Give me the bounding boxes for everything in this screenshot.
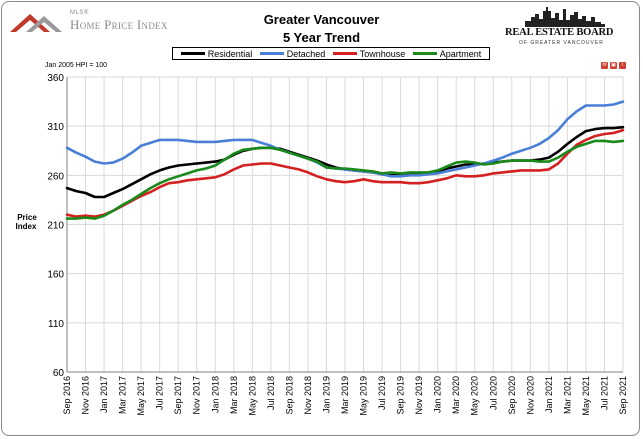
x-tick-label: Sep 2020 (507, 376, 517, 415)
x-tick-label: Nov 2017 (192, 376, 202, 415)
legend-item-apartment: Apartment (412, 48, 482, 59)
x-tick-label: May 2019 (359, 376, 369, 416)
city-skyline-icon (525, 7, 605, 27)
x-tick-label: Jan 2021 (544, 376, 554, 413)
mls-hpi-logo: MLS® Home Price Index (8, 8, 180, 36)
y-tick-label: 360 (47, 73, 64, 84)
print-icon[interactable]: ▣ (610, 62, 617, 69)
chart-legend: Residential Detached Townhouse Apartment (172, 47, 490, 60)
y-tick-label: 160 (47, 270, 64, 281)
x-tick-label: Mar 2017 (118, 376, 128, 414)
legend-label-residential: Residential (207, 48, 253, 59)
x-tick-label: Jan 2020 (433, 376, 443, 413)
x-tick-label: Nov 2016 (81, 376, 91, 415)
share-icons: ✉ ▣ i (601, 62, 626, 69)
x-tick-label: May 2021 (581, 376, 591, 416)
x-tick-label: Sep 2017 (173, 376, 183, 415)
mls-small-label: MLS® (70, 10, 89, 16)
y-axis-label: Price Index (16, 213, 38, 231)
x-tick-label: May 2017 (136, 376, 146, 416)
x-tick-label: Sep 2021 (618, 376, 628, 415)
house-roof-icon (10, 14, 62, 32)
legend-label-apartment: Apartment (439, 48, 482, 59)
x-tick-label: Jul 2018 (266, 376, 276, 410)
legend-item-townhouse: Townhouse (332, 48, 406, 59)
info-icon[interactable]: i (619, 62, 626, 69)
x-tick-label: Jan 2018 (210, 376, 220, 413)
y-tick-label: 210 (47, 221, 64, 232)
x-tick-label: Jul 2020 (488, 376, 498, 410)
hpi-base-note: Jan 2005 HPI = 100 (45, 62, 108, 69)
x-tick-label: May 2018 (247, 376, 257, 416)
x-tick-label: Mar 2021 (562, 376, 572, 414)
legend-swatch-townhouse (332, 52, 357, 55)
x-tick-label: Jul 2017 (155, 376, 165, 410)
chart-title-line1: Greater Vancouver (263, 12, 380, 27)
x-tick-label: Jul 2019 (377, 376, 387, 410)
x-tick-label: May 2020 (470, 376, 480, 416)
y-tick-label: 110 (48, 319, 64, 330)
x-tick-label: Jan 2019 (321, 376, 331, 413)
legend-swatch-detached (259, 52, 284, 55)
reb-logo: REAL ESTATE BOARD OF GREATER VANCOUVER (505, 5, 623, 47)
legend-label-detached: Detached (286, 48, 326, 59)
x-tick-label: Sep 2016 (62, 376, 72, 415)
x-tick-label: Nov 2019 (414, 376, 424, 415)
series-line-townhouse (65, 128, 625, 218)
x-tick-label: Sep 2018 (284, 376, 294, 415)
x-tick-label: Sep 2019 (396, 376, 406, 415)
board-subtitle: OF GREATER VANCOUVER (519, 40, 604, 46)
legend-item-residential: Residential (180, 48, 253, 59)
x-tick-label: Nov 2020 (525, 376, 535, 415)
y-tick-label: 310 (47, 122, 64, 133)
legend-item-detached: Detached (259, 48, 326, 59)
x-tick-label: Nov 2018 (303, 376, 313, 415)
x-tick-label: Mar 2019 (340, 376, 350, 414)
legend-label-townhouse: Townhouse (359, 48, 406, 59)
x-tick-label: Jan 2017 (99, 376, 109, 413)
x-tick-label: Mar 2020 (451, 376, 461, 414)
mls-logo-text: Home Price Index (70, 17, 168, 32)
x-tick-label: Jul 2021 (599, 376, 609, 410)
y-tick-label: 60 (53, 368, 65, 379)
x-tick-label: Mar 2018 (229, 376, 239, 414)
y-tick-label: 260 (47, 171, 64, 182)
board-name: REAL ESTATE BOARD (505, 27, 614, 38)
legend-swatch-apartment (412, 52, 437, 55)
series-line-apartment (65, 139, 625, 220)
chart-title-line2: 5 Year Trend (282, 30, 361, 45)
mail-icon[interactable]: ✉ (601, 62, 608, 69)
legend-swatch-residential (180, 52, 205, 55)
